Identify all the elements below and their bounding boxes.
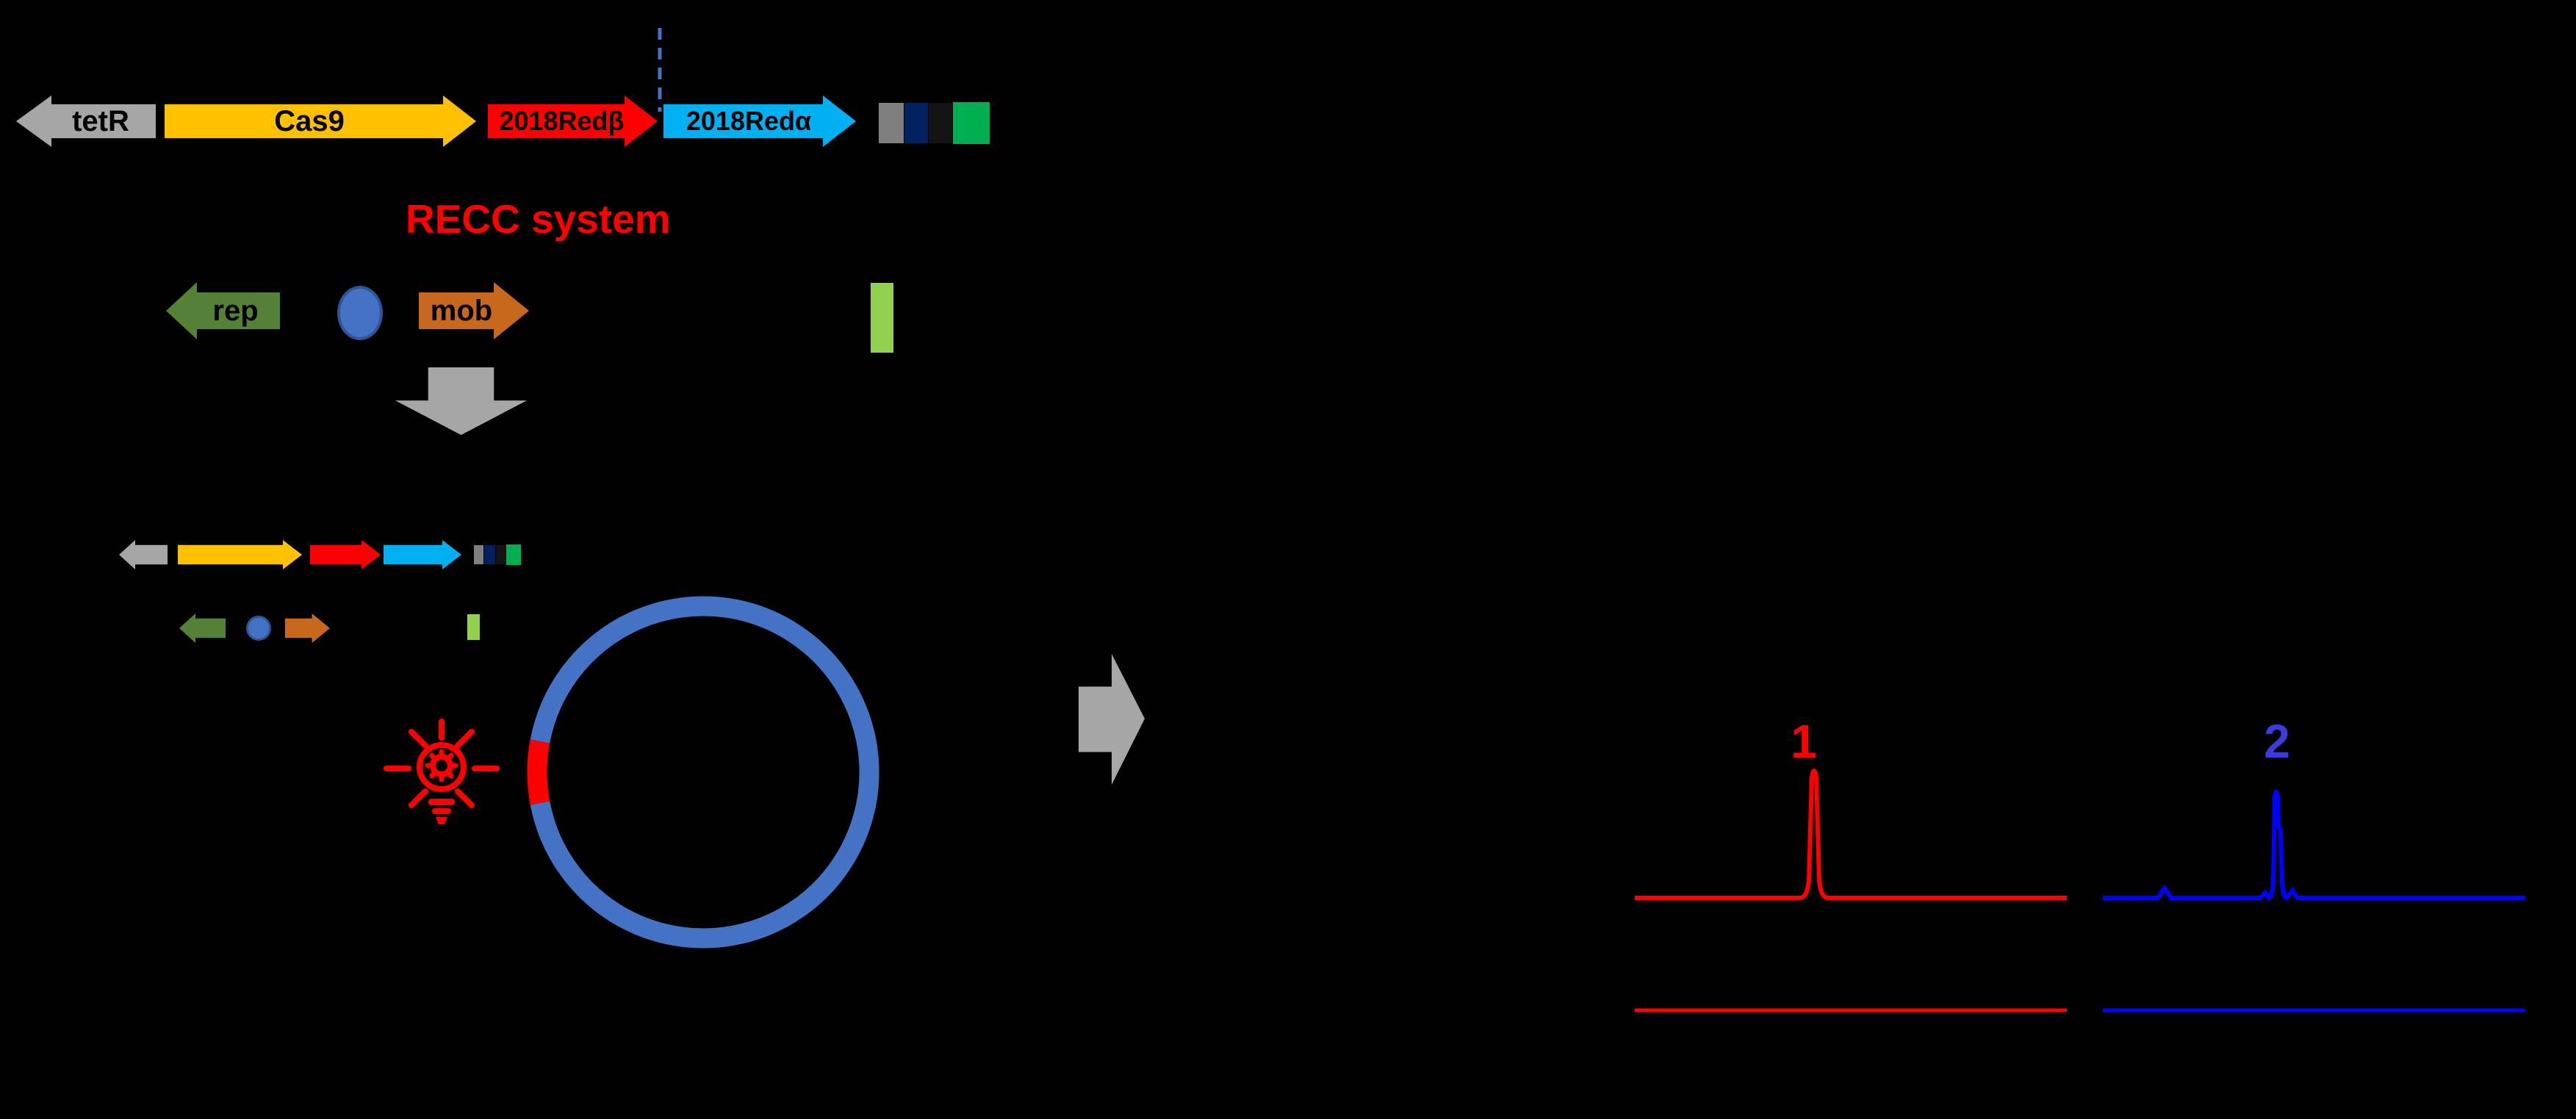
homology-box: [871, 283, 893, 353]
cassette-box-dark: [929, 103, 952, 143]
gene-label-2018redb: 2018Redβ: [499, 106, 625, 136]
cassette-box-green: [953, 102, 990, 144]
idea-bulb-gear-icon: [384, 719, 500, 824]
mini-ori-circle: [246, 616, 271, 641]
chromatogram1-trace-with-peak: [1635, 769, 2067, 900]
gene-label-rep: rep: [212, 294, 259, 327]
gene-label-cas9: Cas9: [274, 104, 345, 137]
gene-label-2018reda: 2018Redα: [686, 106, 812, 136]
plasmid-ring: [530, 596, 879, 949]
plasmid-insert-segment: [527, 739, 550, 805]
mini-box-gray: [474, 545, 483, 564]
mini-box-green: [506, 544, 521, 565]
chromatogram2-trace-with-peak: [2103, 790, 2525, 901]
mini-box-navy: [484, 545, 495, 564]
gene-label-mob: mob: [430, 294, 493, 327]
mini-homology-box: [467, 614, 480, 640]
peak-label-2: 2: [2264, 715, 2290, 768]
gene-label-tetR: tetR: [72, 104, 129, 137]
cassette-box-gray: [879, 103, 904, 143]
cassette-box-navy: [904, 103, 928, 143]
mini-box-dark: [496, 545, 506, 564]
ori-ellipse: [337, 286, 383, 340]
peak-label-1: 1: [1791, 715, 1817, 768]
recc-system-label: RECC system: [406, 196, 671, 242]
